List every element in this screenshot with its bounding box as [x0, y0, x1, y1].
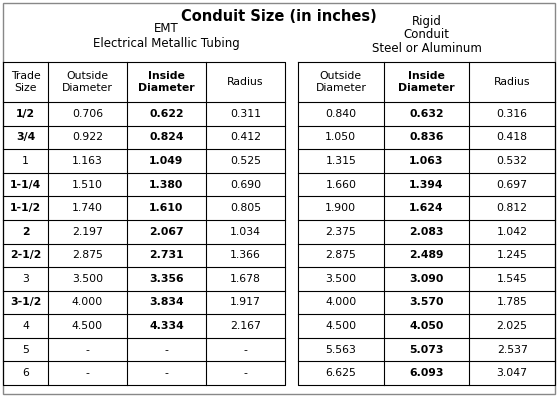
Text: -: -	[85, 368, 89, 378]
Text: -: -	[243, 345, 247, 355]
Text: 0.836: 0.836	[409, 132, 444, 143]
Text: 3-1/2: 3-1/2	[10, 297, 41, 307]
Text: 3/4: 3/4	[16, 132, 35, 143]
Text: -: -	[165, 368, 169, 378]
Text: 1.660: 1.660	[325, 179, 357, 189]
Text: Electrical Metallic Tubing: Electrical Metallic Tubing	[93, 37, 240, 50]
Text: 2.197: 2.197	[72, 227, 103, 237]
Text: 2.067: 2.067	[149, 227, 184, 237]
Text: 0.632: 0.632	[409, 109, 444, 119]
Text: 1.917: 1.917	[230, 297, 261, 307]
Text: Inside
Diameter: Inside Diameter	[398, 71, 455, 93]
Text: 1.163: 1.163	[72, 156, 103, 166]
Text: 0.812: 0.812	[497, 203, 528, 213]
Text: 1.740: 1.740	[72, 203, 103, 213]
Text: Conduit: Conduit	[403, 29, 450, 42]
Text: 2.167: 2.167	[230, 321, 261, 331]
Text: 0.805: 0.805	[230, 203, 261, 213]
Text: 2-1/2: 2-1/2	[10, 250, 41, 260]
Text: EMT: EMT	[154, 21, 179, 35]
Text: 2.537: 2.537	[497, 345, 528, 355]
Text: 1.050: 1.050	[325, 132, 357, 143]
Text: 0.316: 0.316	[497, 109, 528, 119]
Text: 0.690: 0.690	[230, 179, 261, 189]
Text: 0.311: 0.311	[230, 109, 261, 119]
Text: 1.900: 1.900	[325, 203, 357, 213]
Text: 4.500: 4.500	[325, 321, 357, 331]
Text: 3.834: 3.834	[149, 297, 184, 307]
Text: 0.525: 0.525	[230, 156, 261, 166]
Text: 2.025: 2.025	[497, 321, 528, 331]
Text: 0.418: 0.418	[497, 132, 528, 143]
Text: 1.394: 1.394	[409, 179, 444, 189]
Text: Conduit Size (in inches): Conduit Size (in inches)	[181, 9, 377, 24]
Text: 6.093: 6.093	[409, 368, 444, 378]
Text: 5.563: 5.563	[325, 345, 356, 355]
Text: 2.375: 2.375	[325, 227, 356, 237]
Text: 1.245: 1.245	[497, 250, 528, 260]
Text: 0.622: 0.622	[149, 109, 184, 119]
Text: Inside
Diameter: Inside Diameter	[138, 71, 195, 93]
Text: 5: 5	[22, 345, 29, 355]
Text: 1.610: 1.610	[150, 203, 184, 213]
Text: 1.034: 1.034	[230, 227, 261, 237]
Text: 3.356: 3.356	[149, 274, 184, 284]
Text: 1.063: 1.063	[409, 156, 444, 166]
Text: 0.697: 0.697	[497, 179, 528, 189]
Text: 1.049: 1.049	[150, 156, 184, 166]
Text: 1.042: 1.042	[497, 227, 528, 237]
Text: 1.366: 1.366	[230, 250, 261, 260]
Text: 6.625: 6.625	[325, 368, 356, 378]
Text: -: -	[85, 345, 89, 355]
Text: 1-1/4: 1-1/4	[10, 179, 41, 189]
Text: 1.785: 1.785	[497, 297, 528, 307]
Text: 0.412: 0.412	[230, 132, 261, 143]
Text: 2.489: 2.489	[409, 250, 444, 260]
Text: Radius: Radius	[494, 77, 531, 87]
Text: 0.532: 0.532	[497, 156, 528, 166]
Text: 1.380: 1.380	[150, 179, 184, 189]
Text: 1/2: 1/2	[16, 109, 35, 119]
Text: 3.047: 3.047	[497, 368, 528, 378]
Text: 0.824: 0.824	[149, 132, 184, 143]
Text: 1.510: 1.510	[72, 179, 103, 189]
Text: 4.000: 4.000	[72, 297, 103, 307]
Text: 2: 2	[22, 227, 30, 237]
Text: 0.840: 0.840	[325, 109, 357, 119]
Text: -: -	[243, 368, 247, 378]
Text: 3.500: 3.500	[325, 274, 357, 284]
Text: 1: 1	[22, 156, 29, 166]
Text: -: -	[165, 345, 169, 355]
Text: 4.000: 4.000	[325, 297, 357, 307]
Text: Rigid: Rigid	[412, 15, 441, 27]
Text: 1.624: 1.624	[409, 203, 444, 213]
Text: Outside
Diameter: Outside Diameter	[62, 71, 113, 93]
Text: 3.570: 3.570	[409, 297, 444, 307]
Text: Radius: Radius	[227, 77, 264, 87]
Text: Trade
Size: Trade Size	[11, 71, 40, 93]
Text: 3.090: 3.090	[410, 274, 444, 284]
Text: 2.083: 2.083	[409, 227, 444, 237]
Text: 4.334: 4.334	[149, 321, 184, 331]
Text: 0.706: 0.706	[72, 109, 103, 119]
Text: 3.500: 3.500	[72, 274, 103, 284]
Text: 5.073: 5.073	[409, 345, 444, 355]
Text: 3: 3	[22, 274, 29, 284]
Text: 1.678: 1.678	[230, 274, 261, 284]
Text: 4: 4	[22, 321, 29, 331]
Text: 6: 6	[22, 368, 29, 378]
Text: Outside
Diameter: Outside Diameter	[315, 71, 366, 93]
Text: 4.500: 4.500	[72, 321, 103, 331]
Text: 4.050: 4.050	[410, 321, 444, 331]
Text: 0.922: 0.922	[72, 132, 103, 143]
Text: 2.875: 2.875	[325, 250, 356, 260]
Text: 2.731: 2.731	[149, 250, 184, 260]
Text: 1-1/2: 1-1/2	[10, 203, 41, 213]
Text: Steel or Aluminum: Steel or Aluminum	[372, 42, 482, 56]
Text: 2.875: 2.875	[72, 250, 103, 260]
Text: 1.315: 1.315	[325, 156, 356, 166]
Text: 1.545: 1.545	[497, 274, 528, 284]
